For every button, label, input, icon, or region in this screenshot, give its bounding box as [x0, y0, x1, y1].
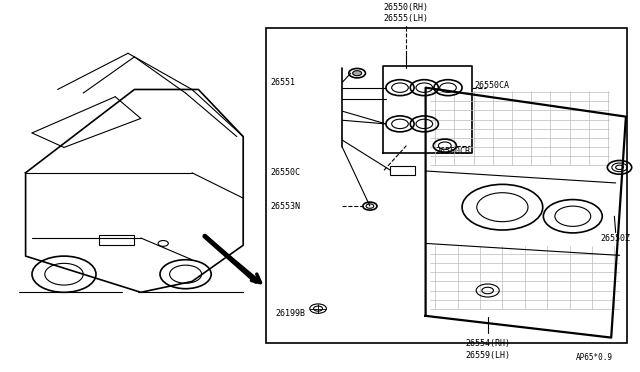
Circle shape — [353, 71, 362, 76]
Text: 26199B: 26199B — [275, 309, 305, 318]
Text: 26550CB: 26550CB — [435, 147, 470, 156]
Polygon shape — [426, 88, 626, 337]
Text: 26554(RH)
26559(LH): 26554(RH) 26559(LH) — [465, 339, 510, 359]
Text: AP65*0.9: AP65*0.9 — [576, 353, 613, 362]
Text: 26553N: 26553N — [270, 202, 300, 211]
Text: 26550C: 26550C — [270, 168, 300, 177]
Text: 26551: 26551 — [270, 78, 295, 87]
Bar — [99, 235, 134, 245]
Bar — [266, 28, 627, 343]
Text: 26550(RH)
26555(LH): 26550(RH) 26555(LH) — [384, 3, 429, 23]
Text: 26550Z: 26550Z — [600, 234, 630, 243]
Bar — [390, 166, 415, 174]
Text: 26550CA: 26550CA — [475, 81, 510, 90]
